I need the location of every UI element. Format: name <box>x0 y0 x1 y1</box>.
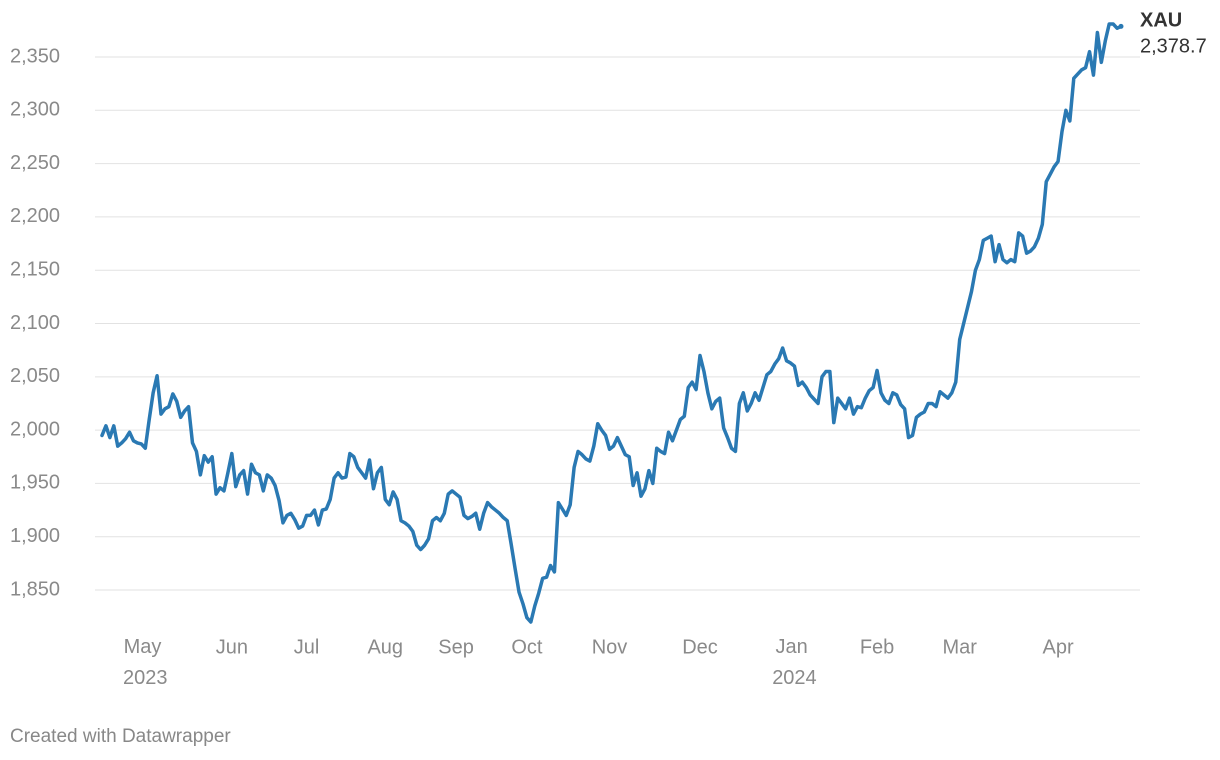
y-tick-label: 2,050 <box>10 365 60 387</box>
x-tick-label: Jun <box>216 636 248 658</box>
end-point <box>1118 23 1124 29</box>
x-tick-label: Oct <box>511 636 543 658</box>
credit: Created with Datawrapper <box>10 726 231 747</box>
end-label: 2,378.7 <box>1140 36 1207 58</box>
x-tick-month: May <box>124 636 167 658</box>
x-tick-year: 2024 <box>772 667 817 689</box>
x-tick-label: Dec <box>682 636 718 658</box>
x-tick-label: Mar <box>942 636 977 658</box>
x-tick-year: 2023 <box>123 667 168 689</box>
x-tick-label: Feb <box>860 636 894 658</box>
y-tick-label: 1,900 <box>10 525 60 547</box>
y-tick-label: 2,100 <box>10 312 60 334</box>
y-tick-label: 1,850 <box>10 578 60 600</box>
x-tick-label: Apr <box>1042 636 1073 658</box>
y-tick-label: 2,250 <box>10 152 60 174</box>
x-tick-label: Aug <box>367 636 403 658</box>
x-tick-label: Jan 2024 <box>772 636 817 689</box>
x-tick-label: Jul <box>294 636 320 658</box>
x-tick-label: Nov <box>592 636 628 658</box>
series-name: XAU <box>1140 10 1182 32</box>
line <box>100 22 1123 624</box>
x-tick-month: Jan <box>776 636 814 658</box>
y-tick-label: 2,300 <box>10 99 60 121</box>
y-tick-label: 2,150 <box>10 258 60 280</box>
y-tick-label: 2,200 <box>10 205 60 227</box>
y-tick-label: 1,950 <box>10 472 60 494</box>
x-tick-label: Sep <box>438 636 474 658</box>
y-tick-label: 2,350 <box>10 45 60 67</box>
y-tick-label: 2,000 <box>10 418 60 440</box>
x-tick-label: May 2023 <box>123 636 168 689</box>
